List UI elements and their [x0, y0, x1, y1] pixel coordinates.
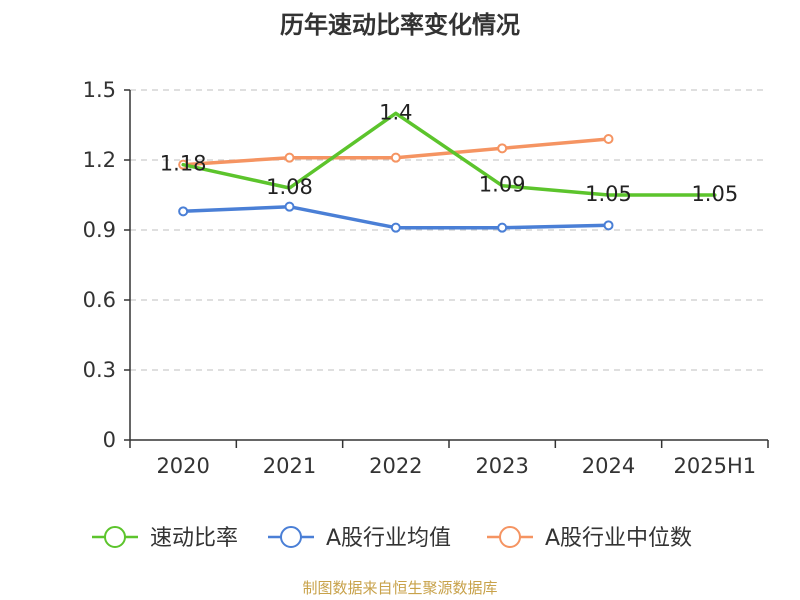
- y-tick-label: 0.9: [83, 218, 116, 242]
- data-point: [390, 222, 401, 233]
- data-label: 1.05: [691, 182, 738, 206]
- series-line: [181, 111, 717, 197]
- data-label: 1.08: [266, 175, 313, 199]
- x-tick-label: 2023: [475, 454, 528, 478]
- legend-label: A股行业中位数: [545, 526, 692, 551]
- y-tick-label: 0: [103, 428, 116, 452]
- y-tick-label: 1.5: [83, 78, 116, 102]
- data-label: 1.18: [160, 152, 207, 176]
- x-tick-label: 2025H1: [674, 454, 757, 478]
- data-point: [390, 152, 401, 163]
- legend-marker: [104, 526, 126, 548]
- legend-item[interactable]: A股行业中位数: [487, 526, 692, 551]
- legend[interactable]: 速动比率 A股行业均值 A股行业中位数: [92, 526, 692, 551]
- legend-label: A股行业均值: [326, 526, 451, 551]
- x-tick-label: 2022: [369, 454, 422, 478]
- data-point: [284, 201, 295, 212]
- data-point: [284, 152, 295, 163]
- data-label: 1.05: [585, 182, 632, 206]
- gridlines: [130, 89, 768, 371]
- chart-title: 历年速动比率变化情况: [280, 11, 520, 39]
- data-labels: 1.18 1.08 1.4 1.09 1.05 1.05: [160, 100, 738, 206]
- legend-label: 速动比率: [150, 526, 238, 551]
- data-label: 1.09: [479, 173, 526, 197]
- data-point: [603, 220, 614, 231]
- legend-item[interactable]: A股行业均值: [268, 526, 451, 551]
- legend-marker: [280, 526, 302, 548]
- data-point: [178, 206, 189, 217]
- source-note: 制图数据来自恒生聚源数据库: [302, 579, 497, 597]
- x-tick-label: 2024: [582, 454, 635, 478]
- axes: 0 0.3 0.6 0.9 1.2 1.5 2020 2021 2022 2023 2024 2025…: [83, 78, 769, 478]
- data-label: 1.4: [379, 100, 412, 124]
- y-tick-label: 0.6: [83, 288, 116, 312]
- data-point: [497, 222, 508, 233]
- x-tick-label: 2020: [156, 454, 209, 478]
- legend-item[interactable]: 速动比率: [92, 526, 238, 551]
- data-point: [497, 143, 508, 154]
- y-tick-label: 1.2: [83, 148, 116, 172]
- legend-marker: [499, 526, 521, 548]
- y-tick-label: 0.3: [83, 358, 116, 382]
- series-layer: [178, 111, 717, 233]
- x-tick-label: 2021: [263, 454, 316, 478]
- data-point: [603, 134, 614, 144]
